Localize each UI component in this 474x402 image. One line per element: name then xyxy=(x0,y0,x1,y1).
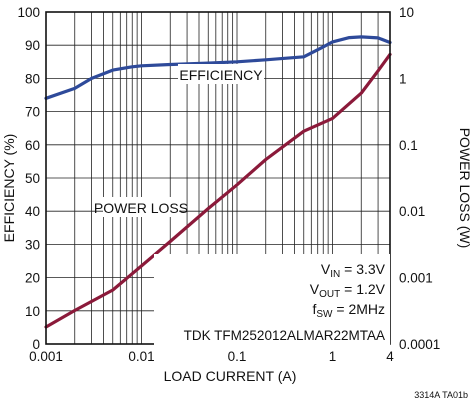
y-left-tick-label: 80 xyxy=(25,71,40,86)
y-right-tick-label: 1 xyxy=(399,71,407,86)
y-left-tick-label: 60 xyxy=(25,138,40,153)
y-left-tick-label: 0 xyxy=(32,337,40,352)
y-left-tick-label: 20 xyxy=(25,271,40,286)
y-right-tick-label: 0.001 xyxy=(399,271,433,286)
part-number: TDK TFM252012ALMAR22MTAA xyxy=(184,328,385,343)
y-axis-right-label: POWER LOSS (W) xyxy=(457,128,473,249)
x-axis-label: LOAD CURRENT (A) xyxy=(164,368,297,384)
y-axis-left-label: EFFICIENCY (%) xyxy=(1,134,17,243)
x-tick-label: 0.01 xyxy=(128,349,154,364)
y-left-tick-label: 100 xyxy=(17,5,40,20)
x-tick-label: 4 xyxy=(386,349,394,364)
y-left-tick-label: 30 xyxy=(25,237,40,252)
efficiency-annotation: EFFICIENCY xyxy=(178,64,264,84)
series-line-power-loss xyxy=(44,52,392,329)
figure-code: 3314A TA01b xyxy=(414,390,468,400)
y-left-tick-label: 90 xyxy=(25,38,40,53)
y-left-tick-label: 10 xyxy=(25,304,40,319)
fsw-condition: fSW = 2MHz xyxy=(312,301,385,320)
x-tick-label: 0.001 xyxy=(29,349,63,364)
y-right-tick-label: 0.0001 xyxy=(399,337,440,352)
y-left-tick-label: 40 xyxy=(25,204,40,219)
efficiency-label: EFFICIENCY xyxy=(179,67,263,83)
vout-condition: VOUT = 1.2V xyxy=(310,281,386,300)
x-tick-label: 1 xyxy=(329,349,337,364)
x-tick-label: 0.1 xyxy=(228,349,247,364)
power-loss-annotation: POWER LOSS xyxy=(94,197,188,217)
tick-labels: 0.001 0.01 0.1 1 401020304050607080901000.00… xyxy=(17,5,440,364)
y-right-tick-label: 0.1 xyxy=(399,138,418,153)
vin-condition: VIN = 3.3V xyxy=(321,261,386,280)
y-right-tick-label: 10 xyxy=(399,5,414,20)
y-left-tick-label: 70 xyxy=(25,105,40,120)
series-line-efficiency xyxy=(44,35,392,100)
y-left-tick-label: 50 xyxy=(25,171,40,186)
conditions-box: VIN = 3.3V VOUT = 1.2V fSW = 2MHz TDK TF… xyxy=(154,254,390,346)
y-right-tick-label: 0.01 xyxy=(399,204,425,219)
power-loss-label: POWER LOSS xyxy=(94,200,188,216)
series-layer xyxy=(44,35,392,329)
